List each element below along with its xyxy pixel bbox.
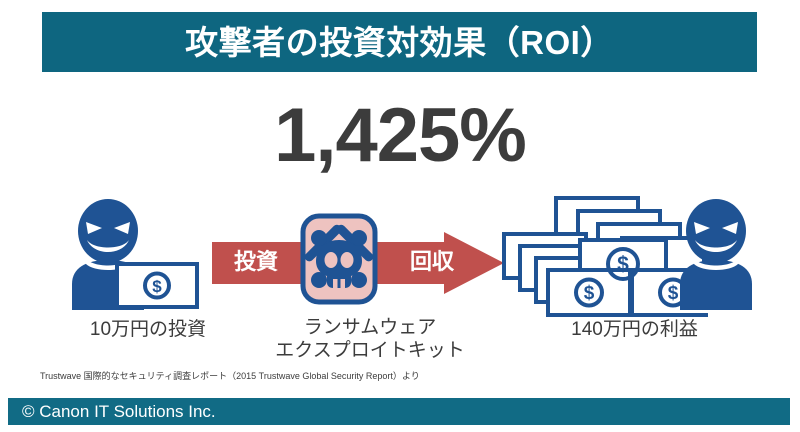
copyright-text: © Canon IT Solutions Inc.	[22, 402, 216, 421]
caption-right: 140万円の利益	[527, 318, 742, 341]
banknote-left-icon: $	[115, 262, 199, 309]
caption-center: ランサムウェア エクスプロイトキット	[255, 316, 485, 362]
arrow-label-invest: 投資	[234, 249, 279, 274]
roi-headline-figure: 1,425%	[274, 93, 527, 178]
title-banner: 攻撃者の投資対効果（ROI）	[42, 12, 757, 72]
caption-center-line1: ランサムウェア	[303, 317, 437, 338]
attacker-right-icon	[668, 198, 764, 310]
svg-text:$: $	[668, 283, 679, 304]
source-footnote: Trustwave 国際的なセキュリティ調査レポート（2015 Trustwav…	[40, 371, 420, 381]
arrow-label-return: 回収	[410, 249, 455, 274]
caption-left-line1: 10万円の投資	[89, 319, 207, 340]
footer-bar: © Canon IT Solutions Inc.	[8, 398, 790, 425]
svg-text:$: $	[617, 253, 629, 276]
svg-text:$: $	[584, 283, 595, 304]
page-title: 攻撃者の投資対効果（ROI）	[185, 23, 614, 61]
caption-center-line2: エクスプロイトキット	[275, 340, 465, 362]
caption-left: 10万円の投資	[48, 318, 248, 341]
caption-right-line1: 140万円の利益	[571, 319, 698, 340]
svg-text:$: $	[152, 277, 162, 296]
skull-crossbones-icon	[300, 213, 378, 305]
roi-flow-diagram: $ 投資 回収	[0, 180, 800, 370]
